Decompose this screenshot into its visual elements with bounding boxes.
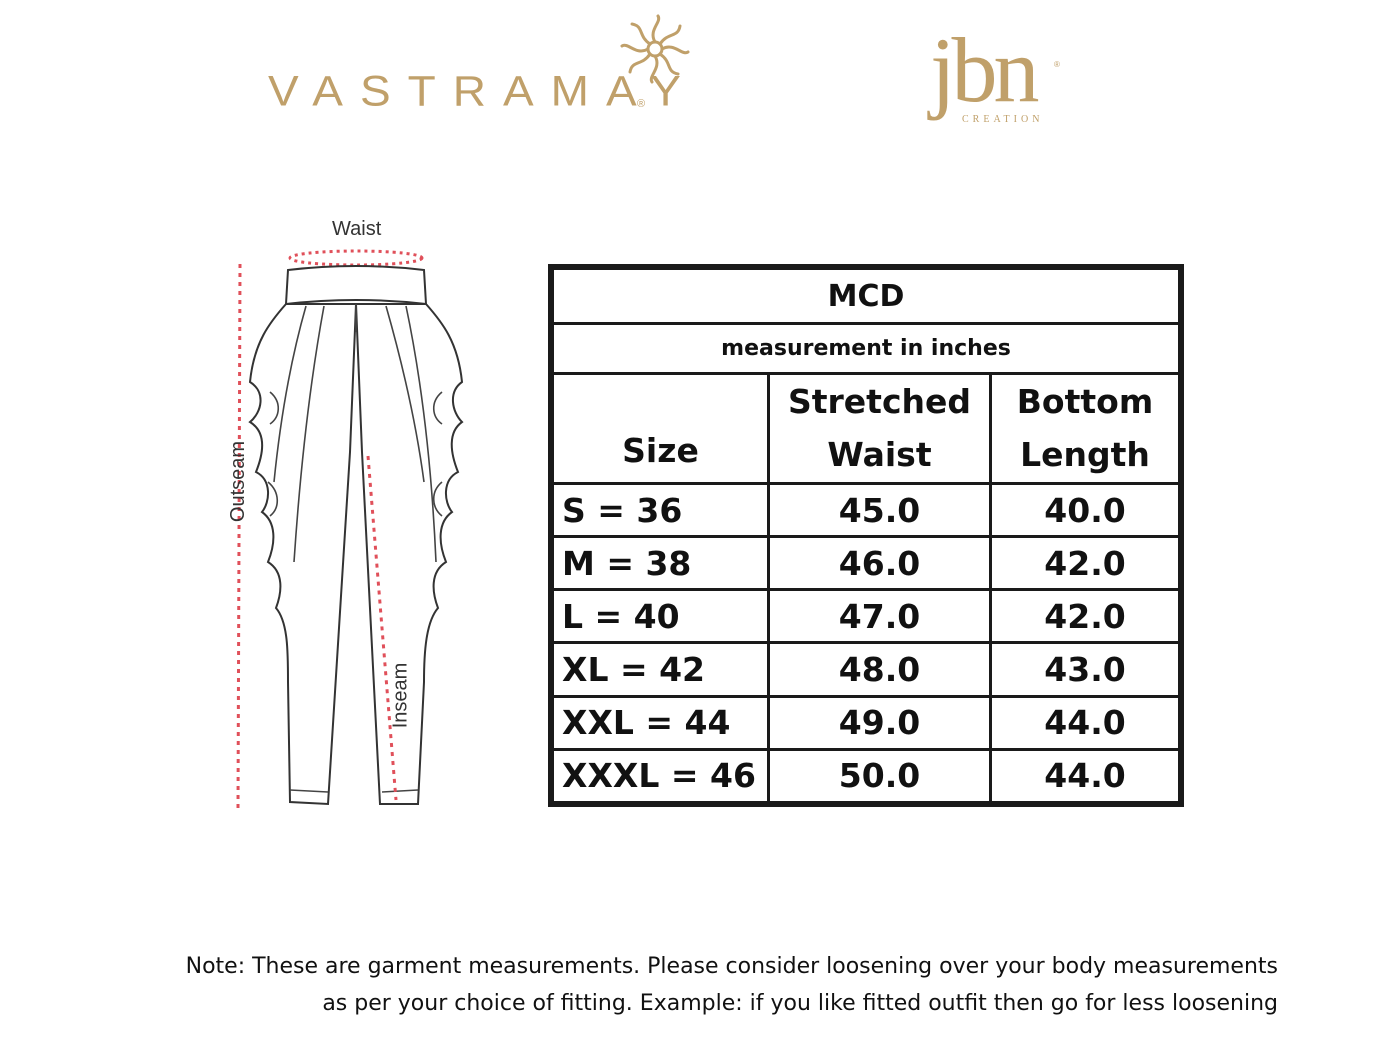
size-chart-table: MCD measurement in inches Size Stretched… bbox=[548, 264, 1184, 807]
fitting-note-line2: as per your choice of fitting. Example: … bbox=[322, 991, 1278, 1016]
inseam-measure-line bbox=[366, 455, 398, 801]
inseam-label: Inseam bbox=[389, 662, 412, 729]
header-bottom-length: Bottom Length bbox=[989, 372, 1181, 485]
outseam-label: Outseam bbox=[227, 440, 250, 523]
header-stretched-waist-line2: Waist bbox=[827, 434, 932, 474]
cell-waist: 45.0 bbox=[767, 481, 992, 539]
table-row: L = 40 47.0 42.0 bbox=[551, 588, 1181, 645]
table-row: XXL = 44 49.0 44.0 bbox=[551, 694, 1181, 751]
cell-length: 44.0 bbox=[989, 747, 1181, 805]
fitting-note-line1: Note: These are garment measurements. Pl… bbox=[185, 954, 1278, 979]
waist-label: Waist bbox=[332, 218, 382, 240]
header-bottom-length-line2: Length bbox=[1020, 434, 1150, 474]
header-size: Size bbox=[551, 372, 770, 485]
vastramay-registered-mark: ® bbox=[637, 98, 646, 110]
cell-waist: 50.0 bbox=[767, 747, 992, 805]
table-row: XXXL = 46 50.0 44.0 bbox=[551, 747, 1181, 805]
cell-waist: 47.0 bbox=[767, 588, 992, 645]
jbn-registered-mark: ® bbox=[1054, 60, 1060, 69]
cell-length: 42.0 bbox=[989, 588, 1181, 645]
cell-length: 43.0 bbox=[989, 641, 1181, 698]
cell-waist: 49.0 bbox=[767, 694, 992, 751]
table-row: XL = 42 48.0 43.0 bbox=[551, 641, 1181, 698]
left-leg bbox=[248, 303, 358, 806]
waistband bbox=[284, 265, 428, 306]
right-leg bbox=[354, 303, 464, 805]
dhoti-pant-diagram bbox=[236, 249, 464, 809]
jbn-creation-subtitle: CREATION bbox=[962, 114, 1044, 125]
header-bottom-length-line1: Bottom bbox=[1016, 381, 1154, 421]
cell-size: L = 40 bbox=[551, 588, 770, 645]
jbn-logo: jbn bbox=[930, 19, 1040, 121]
vastramay-logo: VASTRAMAY bbox=[268, 66, 698, 115]
cell-size: S = 36 bbox=[551, 481, 770, 539]
waist-measure-line bbox=[288, 249, 424, 267]
cell-size: XXL = 44 bbox=[551, 694, 770, 751]
cell-size: XXXL = 46 bbox=[551, 747, 770, 805]
cell-length: 44.0 bbox=[989, 694, 1181, 751]
vastramay-emblem-icon bbox=[620, 14, 690, 84]
table-unit-note: measurement in inches bbox=[551, 322, 1181, 375]
cell-size: XL = 42 bbox=[551, 641, 770, 698]
cell-size: M = 38 bbox=[551, 535, 770, 592]
cell-waist: 48.0 bbox=[767, 641, 992, 698]
fitting-note: Note: These are garment measurements. Pl… bbox=[78, 948, 1278, 1022]
cell-waist: 46.0 bbox=[767, 535, 992, 592]
cell-length: 40.0 bbox=[989, 481, 1181, 539]
table-title: MCD bbox=[551, 267, 1181, 325]
header-stretched-waist: Stretched Waist bbox=[767, 372, 992, 485]
outseam-measure-line bbox=[236, 263, 242, 809]
cell-length: 42.0 bbox=[989, 535, 1181, 592]
table-row: M = 38 46.0 42.0 bbox=[551, 535, 1181, 592]
header-stretched-waist-line1: Stretched bbox=[787, 381, 972, 421]
table-row: S = 36 45.0 40.0 bbox=[551, 481, 1181, 539]
